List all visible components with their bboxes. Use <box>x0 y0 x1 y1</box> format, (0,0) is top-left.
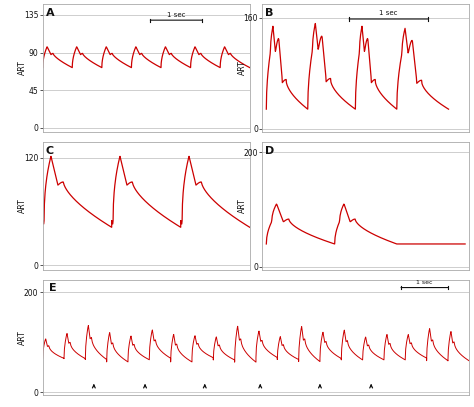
Text: C: C <box>46 146 54 156</box>
Y-axis label: ART: ART <box>237 61 246 75</box>
Y-axis label: ART: ART <box>18 330 27 345</box>
Text: E: E <box>49 283 57 293</box>
Y-axis label: ART: ART <box>18 199 27 213</box>
Y-axis label: ART: ART <box>18 61 27 75</box>
Text: 1 sec: 1 sec <box>416 280 433 285</box>
Text: B: B <box>265 8 273 18</box>
Text: 1 sec: 1 sec <box>379 11 398 16</box>
Text: D: D <box>265 146 274 156</box>
Text: A: A <box>46 8 55 18</box>
Y-axis label: ART: ART <box>237 199 246 213</box>
Text: 1 sec: 1 sec <box>167 11 185 18</box>
